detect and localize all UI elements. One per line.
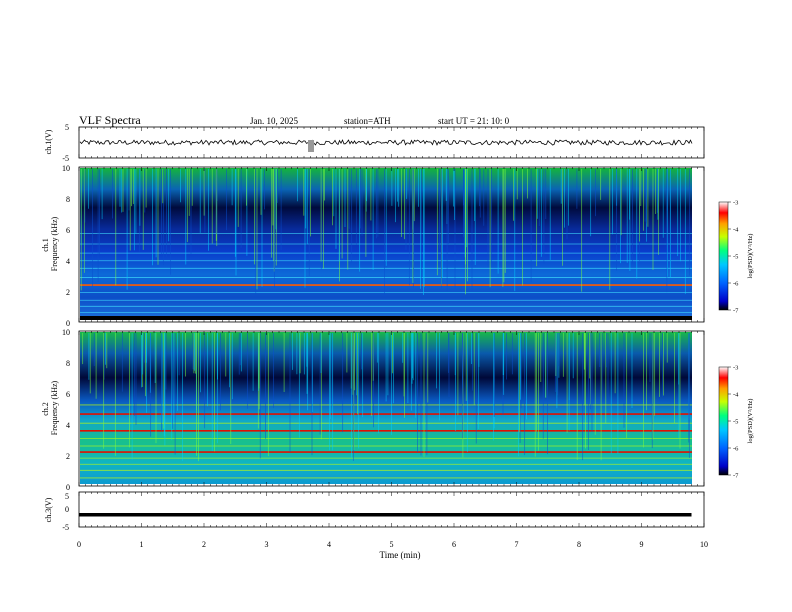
colorbar-tick-label: -7 [733, 308, 739, 315]
x-tick-label: 8 [577, 540, 581, 549]
ch2-ytick-8: 8 [66, 359, 70, 368]
ch1-ytick-2: 2 [66, 288, 70, 297]
x-tick-label: 0 [77, 540, 81, 549]
ch1-waveform-line [79, 139, 693, 146]
ch1-ylabel: ch.1 Frequency (kHz) [41, 216, 59, 271]
ch1-waveform-ylabel: ch.1(V) [44, 129, 53, 154]
ch2-ylabel-frequency: Frequency (kHz) [50, 380, 59, 435]
colorbar-tick-label: -3 [733, 365, 738, 372]
ch1-waveform-ticks [78, 127, 705, 158]
ch2-spectrogram-panel: 0 2 4 6 8 10 ch.2 Frequency (kHz) [41, 328, 705, 492]
ch2-ylabel: ch.2 Frequency (kHz) [41, 380, 59, 435]
ch2-spectral-lines [80, 404, 692, 479]
ch1-ytick-4: 4 [66, 257, 70, 266]
x-tick-label: 1 [140, 540, 144, 549]
ch1-colorbar-label: log(PSD)(V²/Hz) [747, 234, 754, 279]
colorbar-tick-label: -3 [733, 200, 738, 207]
colorbar-tick-label: -4 [733, 227, 739, 234]
date-label: Jan. 10, 2025 [250, 116, 298, 126]
ch3-waveform-panel: 5 0 -5 ch.3(V) [44, 491, 705, 532]
ch1-ytick-8: 8 [66, 195, 70, 204]
ch3-ytick-bottom: -5 [62, 523, 69, 532]
ch1-ytick-10: 10 [62, 164, 70, 173]
ch1-spheric-spikes [80, 169, 690, 297]
ch1-yticks: 0 2 4 6 8 10 [62, 164, 70, 328]
ch1-ylabel-frequency: Frequency (kHz) [50, 216, 59, 271]
ch1-ytick-6: 6 [66, 226, 70, 235]
ch2-ytick-4: 4 [66, 421, 70, 430]
colorbar-tick-label: -6 [733, 281, 739, 288]
station-label: station=ATH [344, 116, 391, 126]
ch1-spectrogram-panel: 0 2 4 6 8 10 ch.1 Frequency (kHz) [41, 164, 705, 328]
ch1-ytick-0: 0 [66, 319, 70, 328]
start-time-label: start UT = 21: 10: 0 [438, 116, 510, 126]
ch3-waveform-ticks [78, 492, 705, 527]
figure-title: VLF Spectra [79, 113, 141, 127]
ch1-ylabel-channel: ch.1 [41, 238, 50, 252]
colorbar-tick-label: -5 [733, 254, 738, 261]
ch2-spheric-spikes [82, 333, 690, 462]
ch2-yticks: 0 2 4 6 8 10 [62, 328, 70, 492]
ch2-spectrogram-ticks [78, 331, 705, 486]
ch1-ytick-top: 5 [65, 123, 69, 132]
x-tick-label: 6 [452, 540, 456, 549]
ch2-colorbar: -3 -4 -5 -6 -7 log(PSD)(V²/Hz) [718, 365, 754, 480]
ch1-colorbar: -3 -4 -5 -6 -7 log(PSD)(V²/Hz) [718, 200, 754, 315]
colorbar-tick-label: -5 [733, 419, 738, 426]
x-tick-label: 9 [640, 540, 644, 549]
ch2-ytick-2: 2 [66, 452, 70, 461]
x-tick-label: 2 [202, 540, 206, 549]
x-axis-tick-labels: 0 1 2 3 4 5 6 7 8 9 10 [77, 540, 708, 549]
ch3-ytick-top: 5 [65, 492, 69, 501]
ch2-colorbar-scale [718, 366, 729, 476]
ch3-waveform-ylabel: ch.3(V) [44, 497, 53, 522]
x-tick-label: 7 [515, 540, 519, 549]
ch2-ylabel-channel: ch.2 [41, 402, 50, 416]
ch2-colorbar-label: log(PSD)(V²/Hz) [747, 399, 754, 444]
ch1-spectrogram-ticks [78, 167, 705, 322]
ch1-colorbar-ticks: -3 -4 -5 -6 -7 [728, 200, 739, 315]
ch3-waveform-frame [78, 491, 705, 528]
ch1-bottom-band [80, 316, 692, 320]
colorbar-tick-label: -7 [733, 473, 739, 480]
colorbar-tick-label: -4 [733, 392, 739, 399]
ch1-waveform-panel: 5 -5 ch.1(V) [44, 123, 705, 163]
x-tick-label: 4 [327, 540, 331, 549]
ch2-ytick-0: 0 [66, 483, 70, 492]
x-tick-label: 10 [700, 540, 708, 549]
colorbar-tick-label: -6 [733, 446, 739, 453]
x-axis-label: Time (min) [380, 550, 421, 560]
x-tick-label: 5 [390, 540, 394, 549]
ch2-ytick-6: 6 [66, 390, 70, 399]
ch2-ytick-10: 10 [62, 328, 70, 337]
ch1-colorbar-scale [718, 201, 729, 311]
x-tick-label: 3 [265, 540, 269, 549]
ch3-ytick-mid: 0 [65, 505, 69, 514]
ch2-colorbar-ticks: -3 -4 -5 -6 -7 [728, 365, 739, 480]
ch1-waveform-marker [308, 140, 314, 152]
ch1-ytick-bottom: -5 [62, 154, 69, 163]
